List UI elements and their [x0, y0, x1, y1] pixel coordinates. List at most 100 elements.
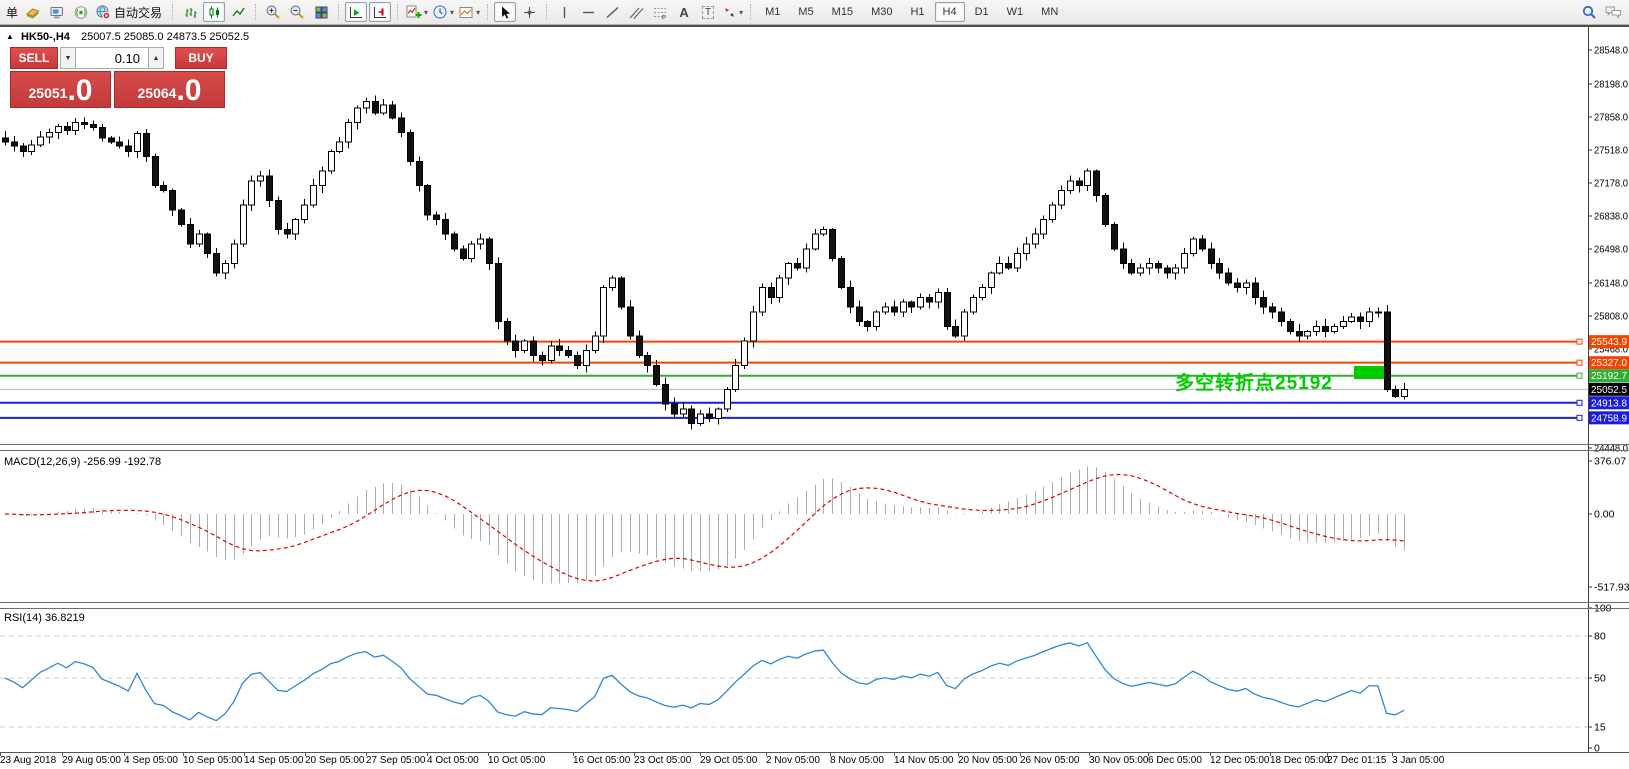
timeframe-W1[interactable]: W1 [1006, 6, 1024, 18]
auto-scroll-button[interactable] [345, 2, 368, 22]
periods-button[interactable]: ▾ [431, 2, 455, 22]
cursor-button[interactable] [494, 2, 517, 22]
chat-button[interactable] [1602, 2, 1624, 22]
chevron-down-icon: ▾ [476, 7, 481, 17]
level-lines [0, 338, 1583, 421]
volume-down-button[interactable]: ▼ [60, 47, 76, 69]
trendline-tool[interactable] [601, 2, 623, 22]
timeframe-M15[interactable]: M15 [831, 6, 854, 18]
collapse-triangle-icon[interactable]: ▲ [6, 32, 14, 41]
market-watch-button[interactable] [22, 2, 44, 22]
volume-input[interactable] [76, 47, 148, 69]
tile-windows-button[interactable] [310, 2, 332, 22]
svg-text:27178.0: 27178.0 [1594, 177, 1628, 189]
arrows-tool[interactable]: ▾ [721, 2, 744, 22]
candlestick-chart-button[interactable] [203, 2, 226, 22]
timeframe-H4[interactable]: H4 [934, 2, 965, 22]
candlesticks [2, 95, 1408, 430]
chart-shift-button[interactable] [369, 2, 392, 22]
equidistant-channel-tool[interactable] [625, 2, 647, 22]
chart-title: ▲ HK50-,H4 25007.5 25085.0 24873.5 25052… [6, 31, 249, 43]
svg-text:25052.5: 25052.5 [1591, 384, 1627, 396]
buy-price-button[interactable]: 25064 .0 [114, 71, 225, 108]
svg-text:28198.0: 28198.0 [1594, 78, 1628, 90]
sell-price-button[interactable]: 25051 .0 [10, 71, 111, 108]
search-button[interactable] [1578, 2, 1600, 22]
time-label: 8 Nov 05:00 [830, 755, 884, 766]
timeframe-M1[interactable]: M1 [765, 6, 781, 18]
terminal-button[interactable] [46, 2, 68, 22]
vertical-line-tool[interactable] [553, 2, 575, 22]
svg-text:24448.0: 24448.0 [1594, 443, 1628, 455]
time-label: 14 Nov 05:00 [894, 755, 954, 766]
autotrading-button[interactable]: 自动交易 [94, 2, 166, 22]
timeframe-MN[interactable]: MN [1041, 6, 1059, 18]
svg-text:25327.0: 25327.0 [1591, 357, 1627, 369]
chevron-down-icon: ▾ [739, 7, 744, 17]
zoom-in-button[interactable] [262, 2, 284, 22]
time-label: 16 Oct 05:00 [573, 755, 631, 766]
sell-button[interactable]: SELL [10, 47, 58, 69]
zoom-out-button[interactable] [286, 2, 308, 22]
svg-text:27518.0: 27518.0 [1594, 144, 1628, 156]
templates-button[interactable]: ▾ [457, 2, 481, 22]
clock-icon [432, 4, 448, 20]
time-label: 12 Dec 05:00 [1210, 755, 1270, 766]
sell-price-main: 25051 [28, 85, 68, 101]
triangle-up-icon: ▲ [152, 54, 160, 62]
candlestick-icon [207, 5, 222, 20]
timeframe-H1[interactable]: H1 [910, 6, 925, 18]
svg-text:376.07: 376.07 [1594, 456, 1626, 468]
time-axis[interactable]: 23 Aug 2018 29 Aug 05:00 4 Sep 05:00 10 Sep… [0, 754, 1629, 769]
timeframe-M30[interactable]: M30 [871, 6, 893, 18]
bar-chart-button[interactable] [179, 2, 201, 22]
search-icon [1581, 4, 1598, 21]
text-tool[interactable]: A [673, 2, 695, 22]
crosshair-icon [522, 5, 537, 20]
indicators-button[interactable]: ▾ [404, 2, 429, 22]
toolbar-separator [546, 4, 548, 20]
order-menu-label[interactable]: 单 [6, 5, 19, 20]
toolbar-separator [397, 4, 399, 20]
svg-text:25808.0: 25808.0 [1594, 310, 1628, 322]
cursor-icon [498, 5, 512, 20]
main-toolbar: 单 自动交易 ▾ ▾ ▾ F A T ▾ M1 M5 M15 M30 H1 H4 D1 W1 M… [0, 0, 1629, 25]
vertical-line-icon [558, 5, 571, 20]
horizontal-line-tool[interactable] [577, 2, 599, 22]
macd-panel [14, 466, 1405, 584]
time-label: 3 Jan 05:00 [1392, 755, 1445, 766]
text-label-tool[interactable]: T [697, 2, 719, 22]
buy-button[interactable]: BUY [175, 47, 227, 69]
level-line-handle[interactable] [1576, 338, 1583, 345]
annotation-box[interactable] [1354, 366, 1388, 379]
timeframe-M5[interactable]: M5 [798, 6, 814, 18]
buy-price-main: 25064 [137, 85, 177, 101]
rsi-line [4, 641, 1405, 722]
volume-up-button[interactable]: ▲ [148, 47, 164, 69]
time-label: 18 Dec 05:00 [1270, 755, 1330, 766]
fibonacci-tool[interactable]: F [649, 2, 671, 22]
line-chart-button[interactable] [227, 2, 249, 22]
auto-scroll-icon [348, 5, 364, 20]
time-label: 27 Sep 05:00 [366, 755, 426, 766]
level-line-handle[interactable] [1576, 399, 1583, 406]
svg-text:28548.0: 28548.0 [1594, 45, 1628, 57]
chevron-down-icon: ▾ [424, 7, 429, 17]
svg-text:26838.0: 26838.0 [1594, 210, 1628, 222]
time-label: 27 Dec 01:15 [1327, 755, 1387, 766]
toolbar-separator [255, 4, 257, 20]
level-line-handle[interactable] [1576, 414, 1583, 421]
fibonacci-icon: F [652, 5, 668, 20]
svg-text:24758.9: 24758.9 [1591, 412, 1627, 424]
crosshair-button[interactable] [518, 2, 540, 22]
time-label: 10 Oct 05:00 [488, 755, 546, 766]
broadcast-button[interactable] [70, 2, 92, 22]
level-line-handle[interactable] [1576, 359, 1583, 366]
timeframe-D1[interactable]: D1 [974, 6, 989, 18]
pivot-annotation-text[interactable]: 多空转折点25192 [1175, 373, 1333, 394]
svg-text:25543.9: 25543.9 [1591, 336, 1627, 348]
level-line-handle[interactable] [1576, 372, 1583, 379]
svg-text:F: F [662, 14, 666, 20]
time-label: 23 Aug 2018 [0, 755, 57, 766]
